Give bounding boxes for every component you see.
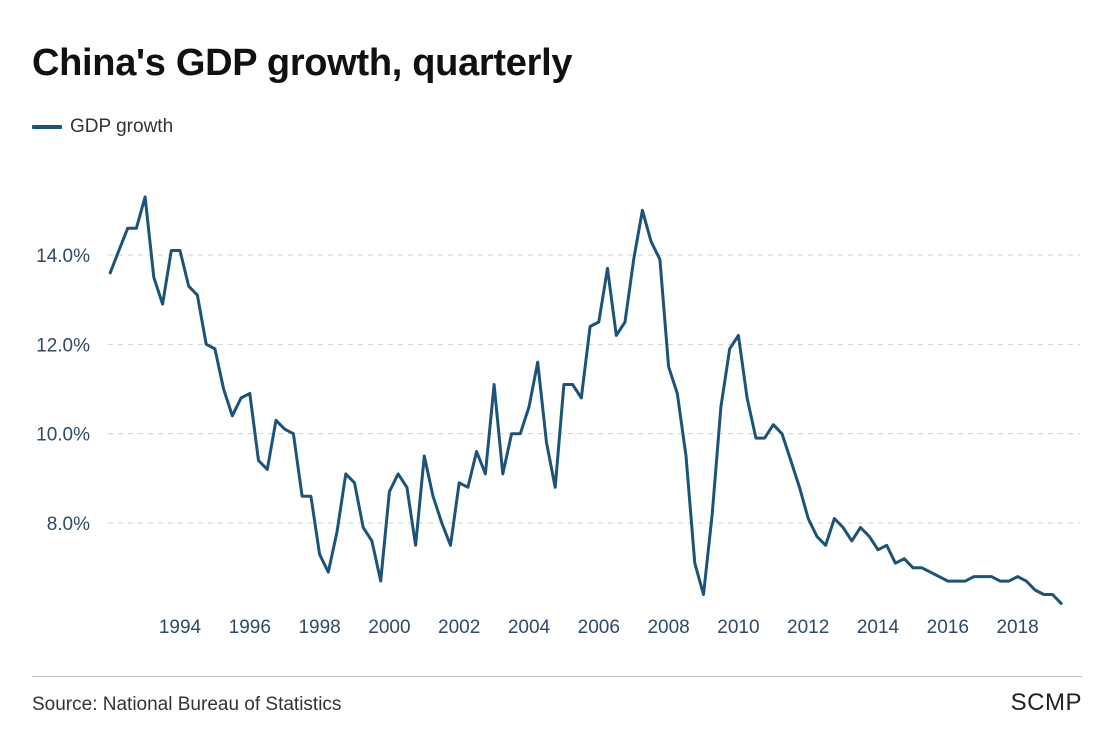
legend-swatch: [32, 125, 62, 129]
brand-logo: SCMP: [1010, 689, 1082, 716]
y-tick-label: 8.0%: [47, 514, 90, 535]
y-tick-label: 14.0%: [36, 246, 90, 267]
x-tick-label: 2008: [647, 617, 689, 638]
gridlines: [108, 254, 1080, 524]
x-tick-label: 2006: [578, 617, 620, 638]
x-tick-label: 2018: [996, 617, 1038, 638]
x-tick-label: 1994: [159, 617, 202, 638]
x-tick-label: 1998: [298, 617, 340, 638]
line-chart: 8.0% 10.0% 12.0% 14.0% 1994 1996 1998 2000 2002…: [36, 195, 1080, 638]
x-tick-label: 2004: [508, 617, 551, 638]
y-axis-ticks: 8.0% 10.0% 12.0% 14.0%: [36, 246, 90, 535]
legend: GDP growth: [32, 116, 173, 138]
chart-title: China's GDP growth, quarterly: [32, 42, 573, 84]
x-axis-ticks: 1994 1996 1998 2000 2002 2004 2006 2008 2010 2012…: [159, 617, 1039, 638]
y-tick-label: 10.0%: [36, 425, 90, 446]
series-layer: [108, 195, 1063, 605]
series-line-gdp-growth: [108, 195, 1063, 605]
x-tick-label: 2000: [368, 617, 410, 638]
x-tick-label: 1996: [229, 617, 271, 638]
source-note: Source: National Bureau of Statistics: [32, 694, 342, 715]
x-tick-label: 2016: [927, 617, 969, 638]
x-tick-label: 2012: [787, 617, 829, 638]
x-tick-label: 2002: [438, 617, 480, 638]
x-tick-label: 2014: [857, 617, 900, 638]
footer-divider: [32, 676, 1082, 677]
y-tick-label: 12.0%: [36, 335, 90, 356]
x-tick-label: 2010: [717, 617, 759, 638]
legend-label: GDP growth: [70, 116, 174, 137]
